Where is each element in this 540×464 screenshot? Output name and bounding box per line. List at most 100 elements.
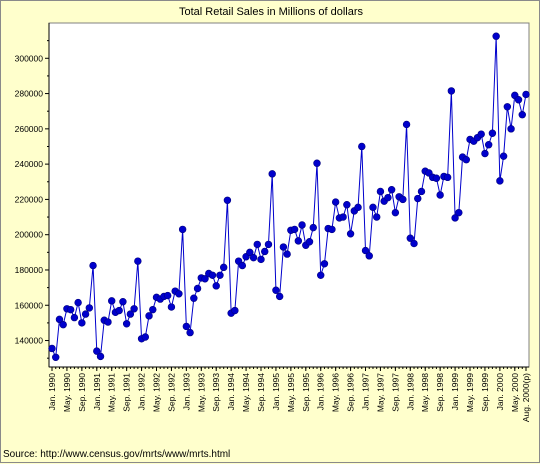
data-point [219, 263, 228, 272]
data-point [402, 120, 411, 129]
data-point [387, 186, 396, 194]
x-tick-label: Sep. 1999 [480, 373, 490, 412]
x-tick-label: May. 1990 [62, 373, 72, 412]
data-point [488, 129, 497, 137]
data-point [331, 198, 340, 206]
data-point [399, 195, 407, 204]
data-point [85, 304, 94, 312]
data-point [298, 221, 306, 229]
x-tick-label: Jan. 1990 [47, 373, 57, 411]
data-point [167, 303, 176, 311]
data-point [343, 201, 351, 209]
data-point [216, 271, 224, 279]
data-point [122, 320, 131, 328]
data-point [134, 257, 142, 265]
data-point [499, 152, 508, 160]
data-point [164, 291, 172, 300]
x-tick-label: Sep. 1994 [256, 373, 266, 412]
data-point [70, 313, 79, 322]
data-point [346, 230, 355, 238]
data-point [212, 282, 220, 290]
data-point [264, 240, 273, 249]
data-point [66, 305, 75, 314]
data-point [477, 130, 485, 138]
x-tick-label: May. 1998 [420, 373, 430, 412]
data-point [432, 174, 441, 182]
data-point [361, 246, 370, 255]
data-point [48, 344, 56, 353]
data-point [417, 187, 426, 196]
data-point [190, 294, 198, 302]
data-point [178, 225, 187, 234]
data-point [317, 271, 325, 279]
data-point [354, 203, 362, 212]
data-point [496, 177, 504, 185]
data-point [201, 275, 209, 283]
data-point [115, 306, 123, 315]
x-axis: Jan. 1990 May. 1990 Sep. 1990 Jan. 1991 May.… [47, 366, 531, 422]
data-point [238, 261, 247, 270]
data-point [130, 305, 138, 313]
data-point [391, 208, 400, 217]
y-tick-label: 280000 [15, 89, 44, 99]
data-point [358, 142, 366, 151]
data-point [462, 156, 470, 164]
data-point [481, 149, 489, 158]
x-tick-label: May. 1995 [286, 373, 296, 412]
data-point [261, 247, 269, 256]
y-tick-label: 240000 [15, 159, 44, 169]
x-tick-label: May. 1991 [107, 373, 117, 412]
data-point [126, 310, 135, 318]
data-point [484, 141, 493, 149]
x-tick-label: Jan. 1997 [361, 373, 371, 411]
data-point [52, 353, 60, 361]
data-point [78, 319, 86, 327]
data-point [182, 322, 191, 331]
data-point [410, 239, 418, 248]
data-point [104, 318, 112, 326]
data-point [503, 103, 512, 111]
x-tick-label: Jan. 1994 [226, 373, 236, 411]
x-tick-label: Sep. 1996 [346, 373, 356, 412]
y-tick-label: 200000 [15, 230, 44, 240]
data-point [384, 193, 392, 202]
x-tick-label: May. 1999 [465, 373, 475, 412]
data-point [309, 223, 317, 232]
data-point [290, 225, 299, 234]
data-point [145, 312, 153, 320]
x-tick-label: May. 1996 [331, 373, 341, 412]
data-point [268, 170, 276, 178]
y-tick-label: 260000 [15, 124, 44, 134]
data-point [272, 286, 280, 294]
data-point [96, 352, 105, 361]
x-tick-label: Jan. 2000 [495, 373, 505, 411]
data-point [373, 213, 381, 221]
x-tick-label: Sep. 1991 [122, 373, 132, 412]
data-point [507, 125, 515, 133]
data-point [436, 191, 444, 199]
data-point [451, 214, 459, 222]
y-tick-label: 180000 [15, 265, 44, 275]
x-tick-label: Jan. 1996 [316, 373, 326, 411]
data-point [231, 306, 239, 315]
x-tick-label: May. 1994 [241, 373, 251, 412]
data-point [492, 32, 500, 40]
x-tick-label: Sep. 1993 [211, 373, 221, 412]
data-point [81, 310, 90, 318]
x-tick-label: May. 1997 [375, 373, 385, 412]
data-point [305, 238, 314, 246]
source-note: Source: http://www.census.gov/mrts/www/m… [3, 449, 231, 460]
x-tick-label: Jan. 1991 [92, 373, 102, 411]
data-point [365, 252, 373, 260]
data-point [253, 240, 261, 249]
x-tick-label: Jan. 1995 [271, 373, 281, 411]
data-point [59, 320, 67, 329]
x-tick-label: Jan. 1993 [181, 373, 191, 411]
data-point [522, 90, 530, 99]
series-retail-sales [48, 32, 530, 361]
data-point [93, 347, 101, 355]
plot-area [48, 22, 530, 368]
y-tick-label: 220000 [15, 194, 44, 204]
